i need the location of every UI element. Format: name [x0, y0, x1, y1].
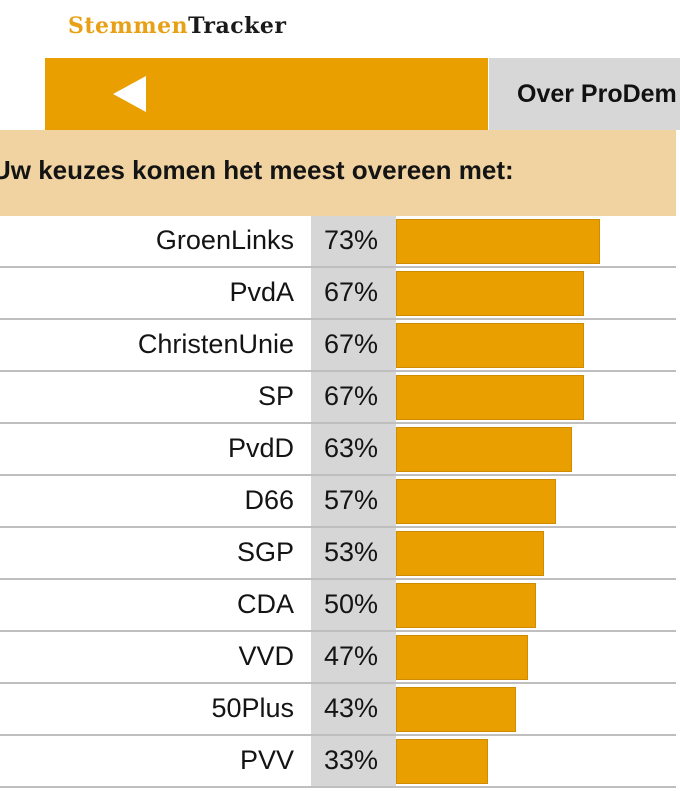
- result-row: GroenLinks 73%: [0, 216, 676, 268]
- result-row: PvdD 63%: [0, 424, 676, 476]
- result-row: ChristenUnie 67%: [0, 320, 676, 372]
- percent-cell: 67%: [311, 268, 396, 318]
- party-name: D66: [244, 485, 294, 515]
- match-bar: [396, 635, 528, 680]
- party-name: 50Plus: [211, 693, 294, 723]
- match-bar: [396, 271, 584, 316]
- back-button[interactable]: [45, 58, 488, 130]
- party-name: GroenLinks: [155, 225, 294, 255]
- percent-cell: 47%: [311, 632, 396, 682]
- back-arrow-icon: [113, 76, 146, 112]
- percent-cell: 50%: [311, 580, 396, 630]
- match-bar: [396, 583, 536, 628]
- party-name: ChristenUnie: [137, 329, 294, 359]
- percent-cell: 43%: [311, 684, 396, 734]
- result-row: SGP 53%: [0, 528, 676, 580]
- about-prodem-label: Over ProDem: [517, 80, 677, 108]
- match-bar: [396, 219, 600, 264]
- result-row: SP 67%: [0, 372, 676, 424]
- match-percent: 43%: [324, 693, 379, 723]
- match-bar: [396, 375, 584, 420]
- party-name: CDA: [236, 589, 294, 619]
- party-name: PvdD: [227, 433, 294, 463]
- match-percent: 33%: [324, 745, 379, 775]
- match-bar: [396, 739, 488, 784]
- percent-cell: 73%: [311, 216, 396, 266]
- match-percent: 67%: [324, 381, 379, 411]
- party-name: SP: [257, 381, 294, 411]
- match-percent: 50%: [324, 589, 379, 619]
- about-prodem-button[interactable]: Over ProDem: [489, 58, 680, 130]
- match-percent: 73%: [324, 225, 379, 255]
- match-percent: 47%: [324, 641, 379, 671]
- results-list: GroenLinks 73% PvdA 67% ChristenUnie 67% SP 67%…: [0, 216, 680, 788]
- percent-cell: 63%: [311, 424, 396, 474]
- match-bar: [396, 687, 516, 732]
- match-percent: 57%: [324, 485, 379, 515]
- percent-cell: 67%: [311, 320, 396, 370]
- percent-cell: 53%: [311, 528, 396, 578]
- match-percent: 53%: [324, 537, 379, 567]
- match-bar: [396, 323, 584, 368]
- match-bar: [396, 479, 556, 524]
- match-bar: [396, 531, 544, 576]
- result-row: 50Plus 43%: [0, 684, 676, 736]
- result-row: PvdA 67%: [0, 268, 676, 320]
- percent-cell: 67%: [311, 372, 396, 422]
- result-row: PVV 33%: [0, 736, 676, 788]
- logo-text-stemmen: Stemmen: [68, 13, 189, 39]
- match-percent: 67%: [324, 329, 379, 359]
- party-name: SGP: [236, 537, 294, 567]
- banner-text: Uw keuzes komen het meest overeen met:: [0, 155, 514, 185]
- party-name: VVD: [238, 641, 294, 671]
- match-percent: 67%: [324, 277, 379, 307]
- logo-text-tracker: Tracker: [188, 13, 287, 39]
- result-row: D66 57%: [0, 476, 676, 528]
- match-percent: 63%: [324, 433, 379, 463]
- result-row: CDA 50%: [0, 580, 676, 632]
- result-row: VVD 47%: [0, 632, 676, 684]
- app-logo: StemmenTracker: [68, 8, 286, 44]
- match-bar: [396, 427, 572, 472]
- result-banner: Uw keuzes komen het meest overeen met:: [0, 130, 676, 216]
- percent-cell: 57%: [311, 476, 396, 526]
- party-name: PVV: [239, 745, 294, 775]
- percent-cell: 33%: [311, 736, 396, 786]
- party-name: PvdA: [229, 277, 294, 307]
